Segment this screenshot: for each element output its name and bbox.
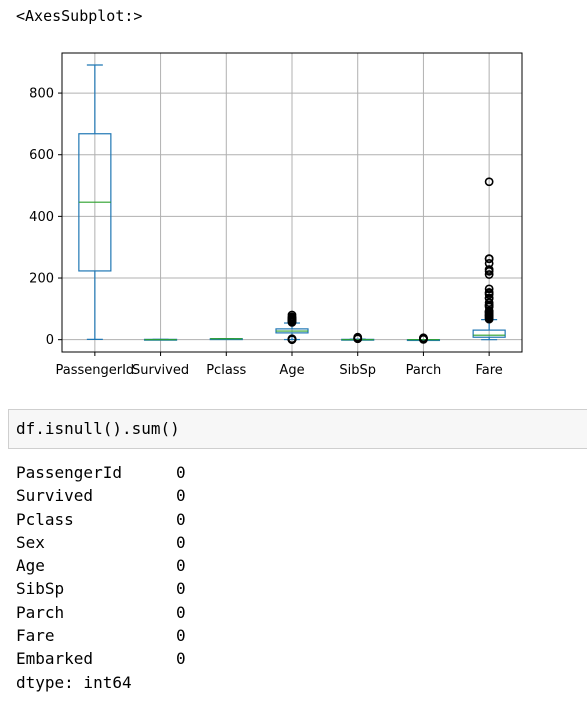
null-count-value: 0 bbox=[176, 647, 186, 670]
column-name: Sex bbox=[16, 531, 176, 554]
null-count-row: Survived 0 bbox=[16, 484, 186, 507]
null-count-row: SibSp 0 bbox=[16, 577, 186, 600]
x-tick-label: Pclass bbox=[206, 363, 246, 378]
null-count-row: Embarked 0 bbox=[16, 647, 186, 670]
column-name: Survived bbox=[16, 484, 176, 507]
y-tick-label: 400 bbox=[29, 210, 54, 225]
code-cell[interactable]: df.isnull().sum() bbox=[8, 409, 587, 449]
null-count-row: Pclass 0 bbox=[16, 508, 186, 531]
code-input[interactable]: df.isnull().sum() bbox=[16, 419, 180, 439]
null-count-row: PassengerId 0 bbox=[16, 461, 186, 484]
y-tick-label: 600 bbox=[29, 148, 54, 163]
null-count-value: 0 bbox=[176, 601, 186, 624]
y-tick-label: 800 bbox=[29, 87, 54, 102]
x-tick-label: Age bbox=[279, 363, 304, 378]
x-tick-label: PassengerId bbox=[56, 363, 135, 378]
null-count-value: 0 bbox=[176, 531, 186, 554]
y-tick-label: 200 bbox=[29, 272, 54, 287]
null-count-value: 0 bbox=[176, 554, 186, 577]
x-tick-label: Survived bbox=[132, 363, 189, 378]
null-count-row: Age 0 bbox=[16, 554, 186, 577]
output-label: <AxesSubplot:> bbox=[16, 6, 142, 26]
x-tick-label: Fare bbox=[475, 363, 502, 378]
column-name: Pclass bbox=[16, 508, 176, 531]
null-count-value: 0 bbox=[176, 461, 186, 484]
column-name: PassengerId bbox=[16, 461, 176, 484]
column-name: SibSp bbox=[16, 577, 176, 600]
x-tick-label: SibSp bbox=[339, 363, 376, 378]
null-count-value: 0 bbox=[176, 484, 186, 507]
x-tick-label: Parch bbox=[406, 363, 442, 378]
y-tick-label: 0 bbox=[46, 333, 54, 348]
null-counts-output: PassengerId 0 Survived 0 Pclass 0 Sex 0 Age 0 SibS… bbox=[16, 461, 186, 694]
null-count-row: Parch 0 bbox=[16, 601, 186, 624]
null-count-value: 0 bbox=[176, 508, 186, 531]
null-count-row: Fare 0 bbox=[16, 624, 186, 647]
column-name: Fare bbox=[16, 624, 176, 647]
null-count-value: 0 bbox=[176, 577, 186, 600]
column-name: Age bbox=[16, 554, 176, 577]
column-name: Embarked bbox=[16, 647, 176, 670]
null-count-row: Sex 0 bbox=[16, 531, 186, 554]
dtype-line: dtype: int64 bbox=[16, 671, 186, 694]
column-name: Parch bbox=[16, 601, 176, 624]
null-count-value: 0 bbox=[176, 624, 186, 647]
